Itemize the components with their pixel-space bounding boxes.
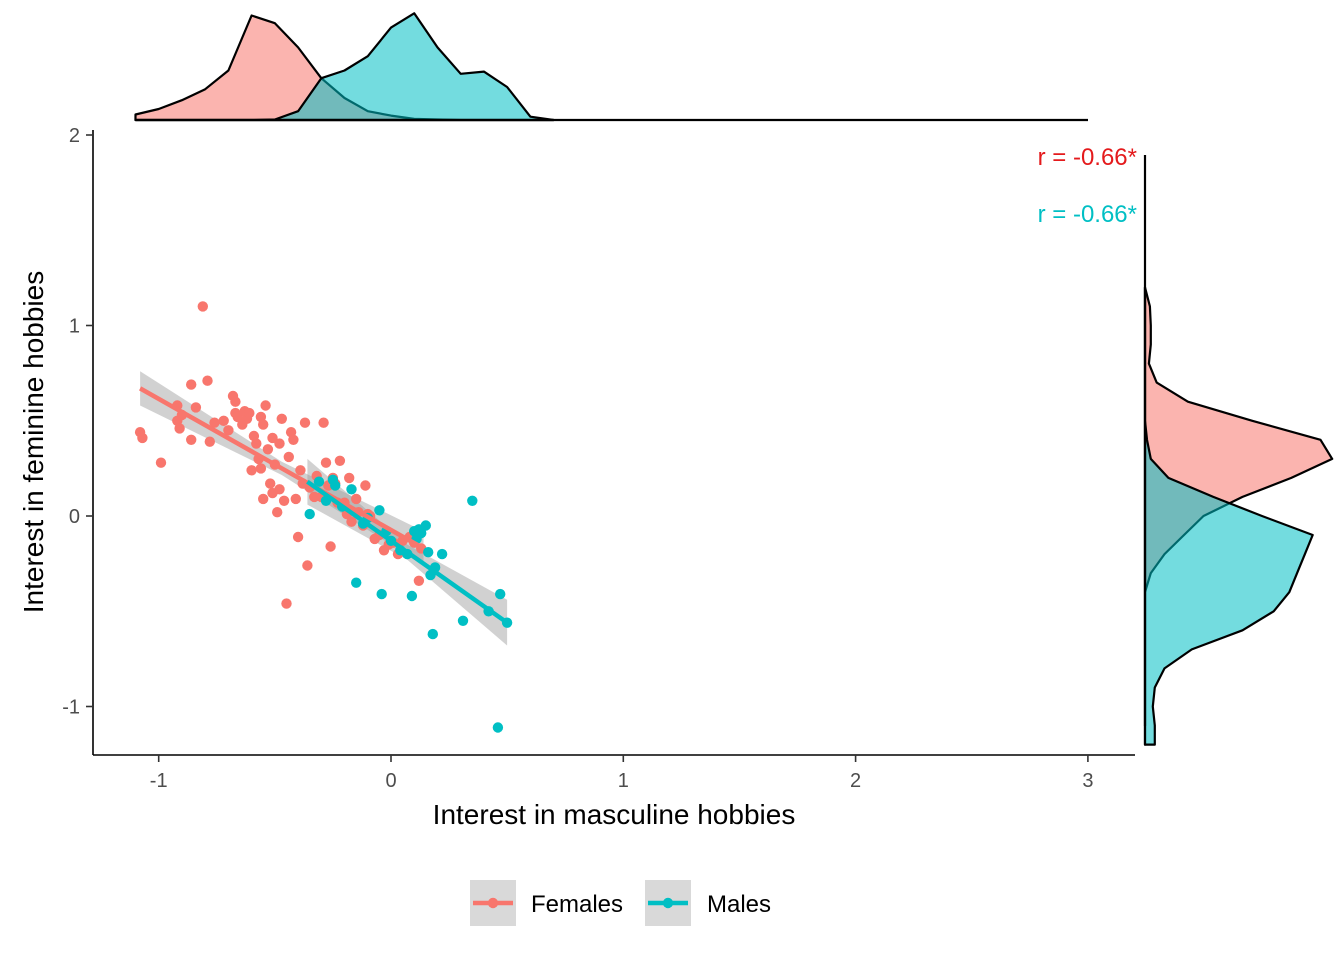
- point-females: [246, 465, 257, 476]
- legend-key-point: [662, 897, 674, 909]
- x-tick-label: -1: [150, 770, 168, 792]
- x-ticks: -1 0 1 2 3: [150, 755, 1093, 792]
- point-females: [292, 531, 304, 543]
- point-females: [334, 455, 346, 466]
- point-females: [290, 493, 301, 505]
- point-females: [344, 472, 355, 484]
- point-females: [413, 575, 425, 586]
- x-tick-label: 1: [618, 770, 629, 792]
- point-males: [330, 480, 341, 491]
- point-females: [218, 415, 229, 426]
- fit-lines: [139, 386, 509, 625]
- y-axis-title: Interest in feminine hobbies: [18, 271, 49, 613]
- point-females: [267, 432, 278, 444]
- correlation-annotations: r = -0.66* r = -0.66*: [1038, 144, 1137, 228]
- point-females: [320, 457, 332, 468]
- point-females: [251, 438, 262, 449]
- point-females: [137, 432, 148, 444]
- point-females: [262, 444, 274, 455]
- point-females: [204, 436, 215, 447]
- point-females: [258, 419, 269, 430]
- top-marginal-density: [134, 12, 1088, 122]
- legend-label: Females: [531, 891, 623, 918]
- point-females: [244, 407, 255, 419]
- point-males: [427, 628, 438, 640]
- fit-line-females: [139, 386, 425, 551]
- legend-key-point: [487, 897, 499, 909]
- legend-label: Males: [707, 891, 771, 918]
- legend-item-males: Males: [645, 880, 771, 926]
- point-males: [457, 615, 469, 626]
- correlation-label: r = -0.66*: [1038, 201, 1137, 228]
- y-tick-label: -1: [62, 697, 80, 719]
- point-males: [495, 588, 506, 600]
- point-males: [351, 577, 362, 588]
- point-females: [346, 516, 357, 527]
- point-females: [278, 495, 290, 506]
- point-males: [492, 722, 504, 733]
- y-ticks: -1 0 1 2: [62, 125, 93, 719]
- point-males: [313, 476, 325, 487]
- x-tick-label: 0: [385, 770, 396, 792]
- point-females: [230, 396, 241, 407]
- point-females: [186, 379, 197, 390]
- point-females: [274, 484, 285, 495]
- point-males: [467, 495, 478, 506]
- point-females: [325, 541, 336, 552]
- point-females: [202, 375, 213, 386]
- legend: Females Males: [470, 880, 771, 926]
- point-females: [232, 411, 243, 423]
- point-females: [265, 478, 276, 489]
- point-females: [223, 425, 234, 436]
- x-axis-title: Interest in masculine hobbies: [433, 799, 796, 830]
- point-females: [288, 434, 299, 445]
- point-males: [346, 484, 357, 495]
- point-females: [276, 413, 287, 424]
- point-males: [304, 508, 315, 520]
- fit-line-males: [306, 479, 509, 625]
- point-females: [351, 493, 362, 505]
- point-males: [376, 588, 387, 600]
- point-males: [420, 520, 431, 531]
- y-tick-label: 1: [69, 316, 80, 338]
- axes: [92, 130, 1135, 756]
- point-females: [274, 438, 285, 449]
- data-points: [134, 301, 513, 733]
- point-males: [423, 547, 434, 558]
- x-tick-label: 3: [1082, 770, 1093, 792]
- point-females: [295, 465, 306, 476]
- point-males: [416, 527, 427, 539]
- point-females: [281, 598, 292, 609]
- point-females: [318, 417, 329, 428]
- y-tick-label: 2: [69, 125, 80, 147]
- point-females: [260, 400, 271, 411]
- point-males: [374, 505, 385, 516]
- right-marginal-density: [1143, 155, 1334, 746]
- point-females: [302, 560, 313, 571]
- point-females: [255, 463, 267, 474]
- point-females: [299, 417, 311, 428]
- right-density-males: [1143, 286, 1314, 746]
- point-females: [283, 451, 294, 463]
- point-females: [272, 507, 283, 518]
- point-females: [258, 493, 269, 505]
- point-females: [197, 301, 208, 312]
- point-males: [436, 548, 448, 560]
- point-females: [360, 480, 371, 491]
- y-tick-label: 0: [69, 506, 80, 528]
- point-males: [406, 590, 418, 602]
- x-tick-label: 2: [850, 770, 861, 792]
- point-females: [186, 434, 197, 445]
- point-females: [174, 423, 185, 434]
- point-females: [209, 417, 220, 428]
- legend-item-females: Females: [470, 880, 623, 926]
- correlation-label: r = -0.66*: [1038, 144, 1137, 171]
- point-females: [190, 402, 202, 413]
- point-females: [155, 457, 167, 468]
